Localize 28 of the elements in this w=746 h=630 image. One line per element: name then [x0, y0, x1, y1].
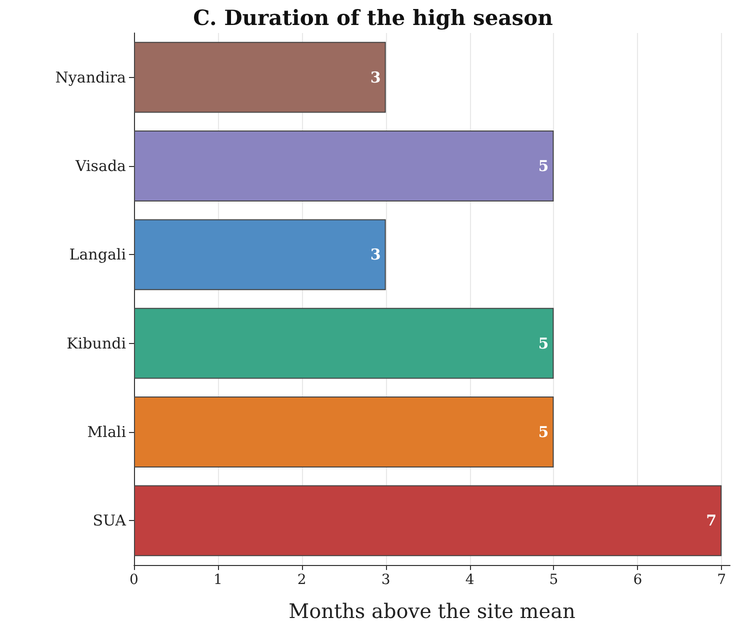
data-label: 7: [706, 512, 717, 530]
y-tick-label: SUA: [92, 512, 126, 530]
bar: [134, 485, 722, 556]
chart-title: C. Duration of the high season: [193, 5, 553, 30]
x-tick-label: 0: [130, 572, 138, 588]
x-tick-label: 5: [549, 572, 558, 588]
y-tick-label: Langali: [69, 246, 126, 264]
data-label: 5: [538, 423, 549, 441]
y-tick-label: Visada: [74, 157, 126, 175]
y-tick-label: Mlali: [87, 423, 126, 441]
bar: [134, 42, 386, 113]
data-label: 3: [370, 246, 381, 264]
x-tick-label: 2: [297, 572, 306, 588]
x-tick-label: 3: [381, 572, 390, 588]
y-tick-label: Nyandira: [55, 68, 126, 86]
bar: [134, 308, 554, 379]
data-label: 5: [538, 157, 549, 175]
data-label: 5: [538, 334, 549, 352]
x-axis-title: Months above the site mean: [288, 599, 576, 623]
bar: [134, 130, 554, 202]
x-tick-label: 7: [717, 572, 726, 588]
bar: [134, 396, 554, 468]
y-tick-label: Kibundi: [66, 334, 126, 352]
data-label: 3: [370, 68, 381, 86]
bar: [134, 219, 386, 290]
x-tick-label: 6: [633, 572, 642, 588]
x-tick-label: 4: [465, 572, 474, 588]
x-tick-label: 1: [213, 572, 222, 588]
